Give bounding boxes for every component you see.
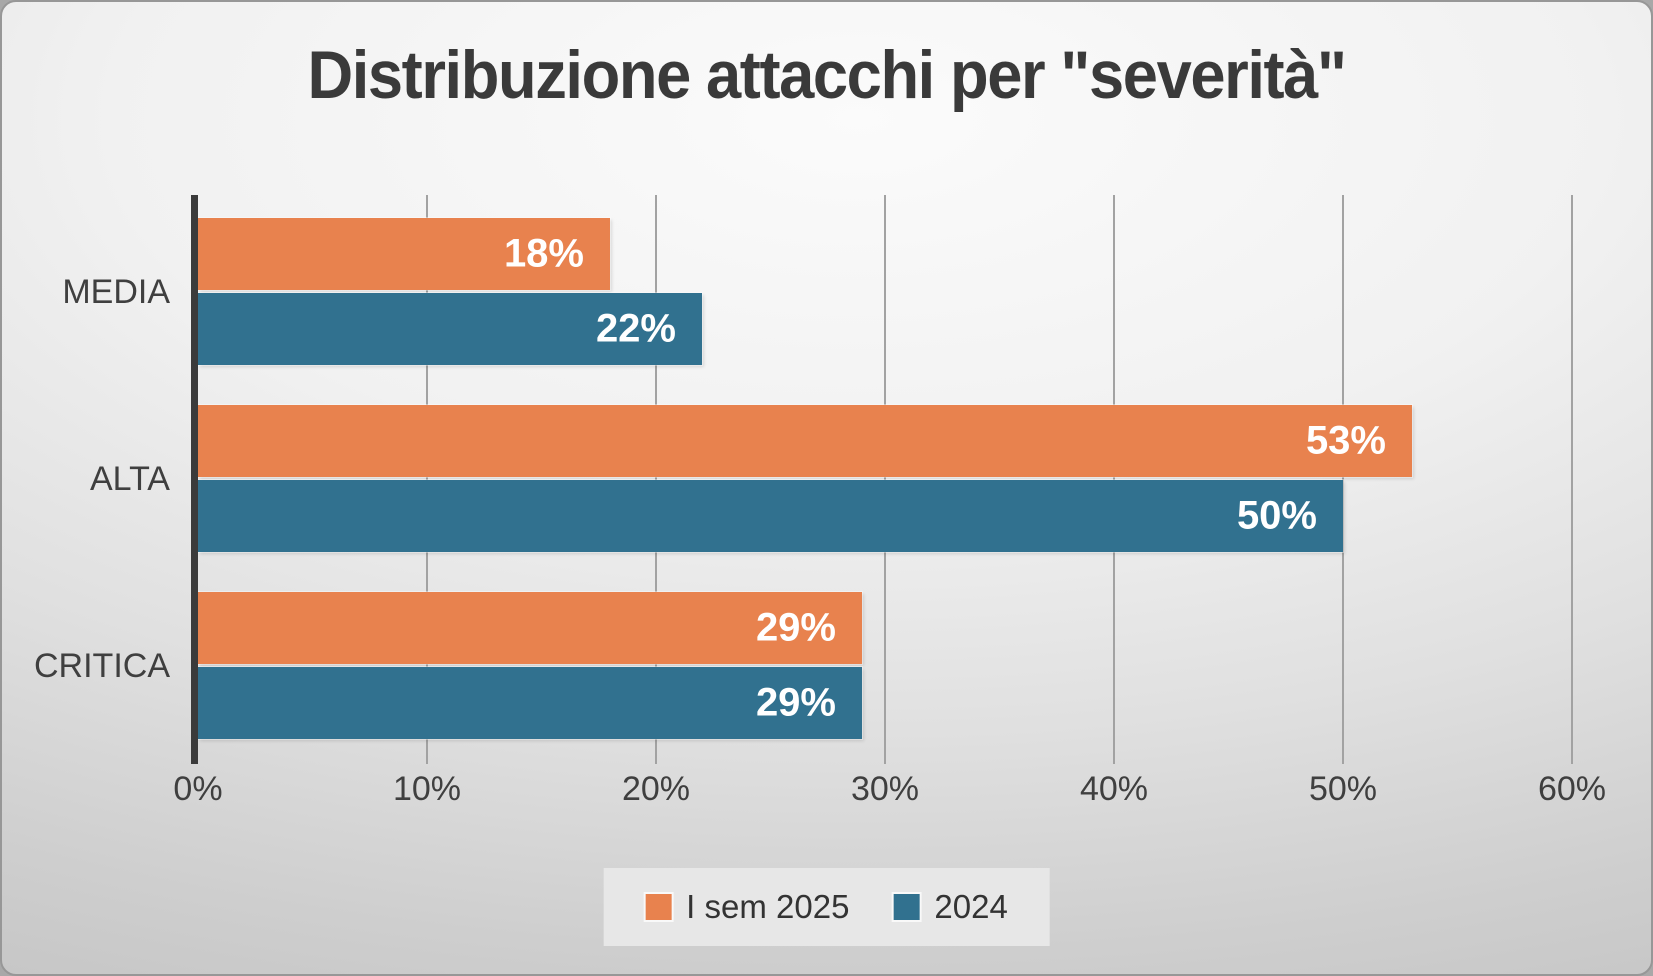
bar-i-sem-2025-critica: 29% [198, 592, 862, 664]
bar-value-label: 50% [1236, 493, 1317, 538]
x-tick-label: 10% [392, 770, 462, 808]
bar-2024-alta: 50% [198, 480, 1343, 552]
legend: I sem 2025 2024 [603, 868, 1050, 946]
legend-item-i-sem-2025: I sem 2025 [645, 888, 849, 926]
x-tick-label: 40% [1079, 770, 1149, 808]
x-tick-label: 20% [621, 770, 691, 808]
legend-label-2024: 2024 [934, 888, 1008, 925]
x-tick-label: 60% [1537, 770, 1607, 808]
legend-label-i-sem-2025: I sem 2025 [686, 888, 850, 925]
gridline [655, 195, 657, 764]
x-tick-label: 50% [1308, 770, 1378, 808]
bar-value-label: 53% [1305, 418, 1386, 463]
bar-value-label: 22% [595, 306, 676, 351]
plot-area: 18% 22% 53% 50% 29% 29% [191, 195, 1573, 764]
category-axis-line [191, 195, 198, 764]
category-axis: MEDIA ALTA CRITICA [2, 195, 170, 756]
x-tick-label: 0% [173, 770, 223, 808]
legend-swatch-2024 [893, 894, 920, 920]
bar-i-sem-2025-alta: 53% [198, 405, 1412, 477]
bar-2024-critica: 29% [198, 667, 862, 739]
gridline [1113, 195, 1115, 764]
gridline [426, 195, 428, 764]
chart-title: Distribuzione attacchi per "severità" [307, 37, 1347, 113]
category-label-critica: CRITICA [34, 646, 170, 685]
legend-item-2024: 2024 [893, 888, 1008, 926]
category-label-media: MEDIA [62, 272, 170, 311]
gridline [1571, 195, 1573, 764]
bar-2024-media: 22% [198, 293, 702, 365]
bar-i-sem-2025-media: 18% [198, 218, 610, 290]
gridline [1342, 195, 1344, 764]
category-label-alta: ALTA [90, 459, 170, 498]
bar-value-label: 18% [503, 231, 584, 276]
legend-swatch-i-sem-2025 [645, 894, 672, 920]
gridline [884, 195, 886, 764]
bar-value-label: 29% [755, 605, 836, 650]
bar-value-label: 29% [755, 680, 836, 725]
x-tick-label: 30% [850, 770, 920, 808]
